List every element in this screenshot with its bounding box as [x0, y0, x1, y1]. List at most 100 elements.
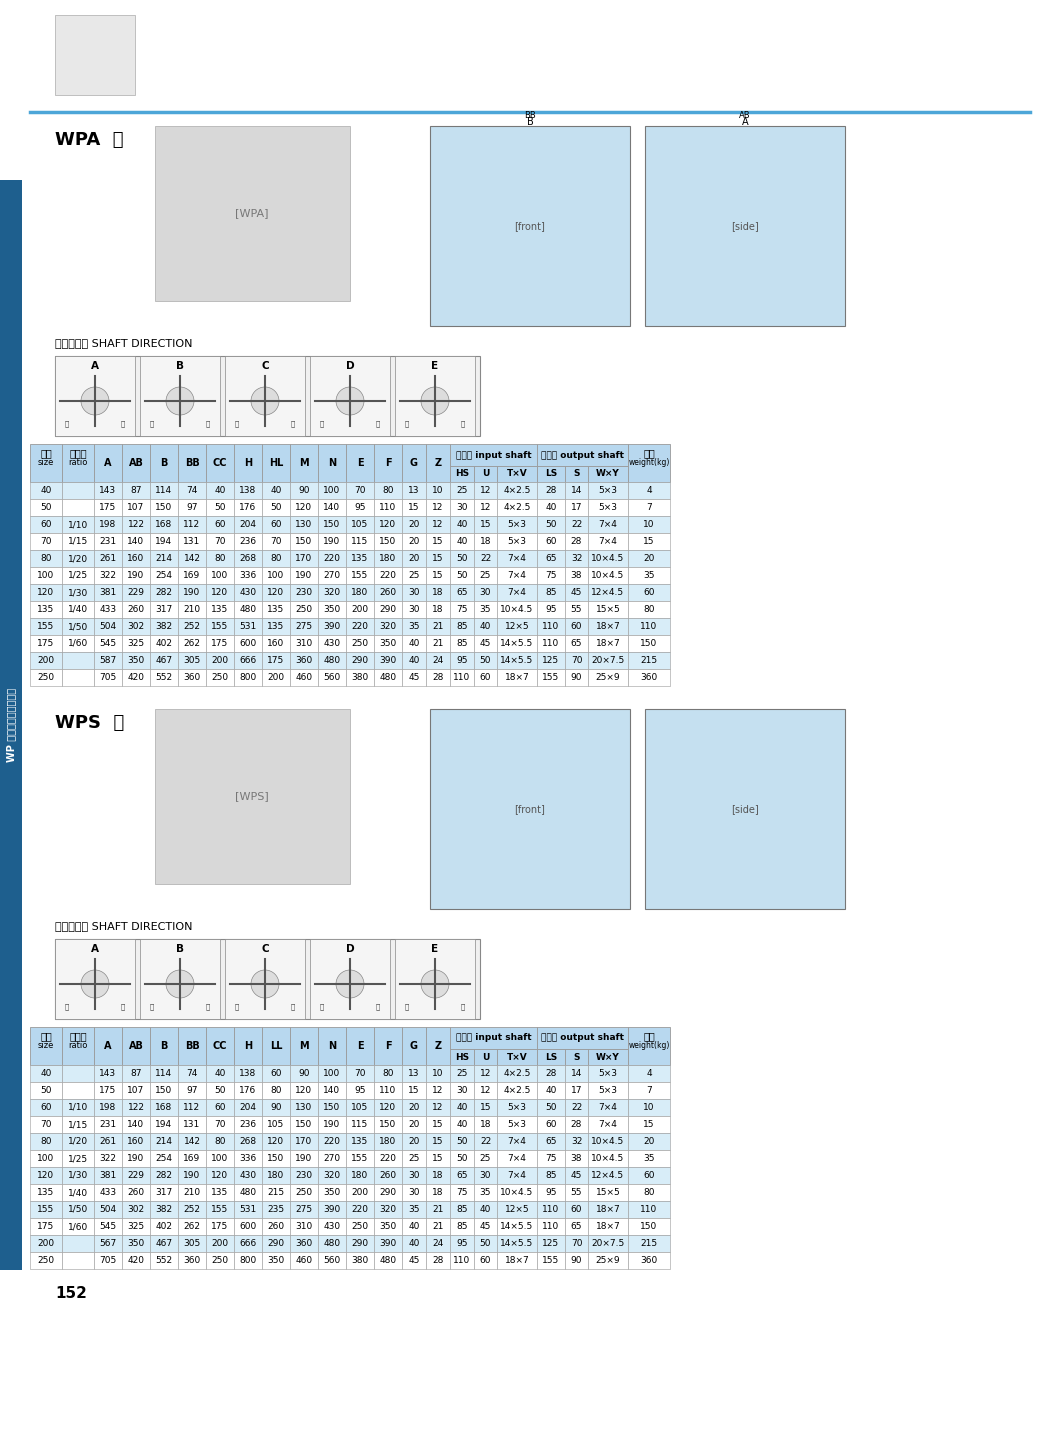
Bar [151, 1167, 178, 1183]
Text: 290: 290 [379, 1188, 396, 1196]
Bar [450, 601, 474, 619]
Bar [474, 1048, 497, 1064]
Bar [374, 1201, 402, 1218]
Bar [537, 1183, 565, 1201]
Bar [346, 635, 374, 652]
Bar [94, 533, 122, 550]
Text: 24: 24 [432, 656, 444, 665]
Bar [290, 601, 318, 619]
Bar [450, 669, 474, 685]
Text: 97: 97 [187, 502, 198, 513]
Text: E: E [431, 362, 439, 372]
Bar [474, 515, 497, 533]
Text: 60: 60 [643, 588, 655, 597]
Bar [30, 601, 61, 619]
Bar [426, 1082, 450, 1099]
Text: 14×5.5: 14×5.5 [500, 656, 533, 665]
Text: 275: 275 [296, 621, 313, 632]
Bar [497, 1252, 537, 1269]
Text: 70: 70 [214, 537, 226, 546]
Text: 110: 110 [640, 621, 657, 632]
Bar [151, 584, 178, 601]
Bar [537, 550, 565, 566]
Text: 360: 360 [183, 672, 200, 682]
Text: 350: 350 [379, 639, 396, 648]
Bar [178, 1167, 206, 1183]
Text: 231: 231 [100, 537, 117, 546]
Text: 12: 12 [480, 1086, 491, 1095]
Bar [497, 1064, 537, 1082]
Bar [318, 1167, 346, 1183]
Text: 95: 95 [545, 1188, 556, 1196]
Text: M: M [299, 457, 308, 468]
Text: 15: 15 [480, 1104, 491, 1112]
Text: 531: 531 [240, 621, 257, 632]
Bar [290, 1027, 318, 1064]
Text: 180: 180 [267, 1170, 285, 1180]
Text: 70: 70 [354, 1069, 366, 1077]
Text: 10: 10 [432, 1069, 444, 1077]
Text: 380: 380 [351, 672, 369, 682]
Bar [565, 1117, 588, 1133]
Bar [474, 1133, 497, 1150]
Text: 120: 120 [211, 1170, 229, 1180]
Text: 350: 350 [323, 605, 340, 614]
Text: 80: 80 [643, 605, 655, 614]
Bar [426, 1252, 450, 1269]
Bar [628, 482, 670, 499]
Bar [318, 635, 346, 652]
Bar [426, 515, 450, 533]
Text: 90: 90 [298, 1069, 310, 1077]
Text: H: H [244, 457, 252, 468]
Bar [474, 499, 497, 515]
Bar [374, 1117, 402, 1133]
Bar [178, 1133, 206, 1150]
Text: 80: 80 [270, 1086, 282, 1095]
Text: 30: 30 [480, 588, 491, 597]
Bar [94, 601, 122, 619]
Bar [497, 482, 537, 499]
Bar [426, 635, 450, 652]
Bar [426, 482, 450, 499]
Bar [290, 584, 318, 601]
Text: 35: 35 [408, 621, 420, 632]
Text: 80: 80 [383, 1069, 393, 1077]
Bar [426, 444, 450, 482]
Text: 261: 261 [100, 1137, 117, 1146]
Bar [402, 1252, 426, 1269]
Bar [402, 635, 426, 652]
Text: CC: CC [213, 457, 227, 468]
Bar [206, 1201, 234, 1218]
Text: 28: 28 [545, 1069, 556, 1077]
Bar [450, 1117, 474, 1133]
Bar [122, 1236, 151, 1252]
Circle shape [336, 388, 364, 415]
Bar [262, 1082, 290, 1099]
Bar [565, 619, 588, 635]
Text: 40: 40 [408, 1223, 420, 1231]
Bar [290, 1218, 318, 1236]
Bar [122, 515, 151, 533]
Text: 35: 35 [643, 571, 655, 579]
Text: 190: 190 [127, 1154, 144, 1163]
Text: 402: 402 [156, 639, 173, 648]
Text: 120: 120 [296, 502, 313, 513]
Text: 40: 40 [456, 1119, 467, 1130]
Text: 115: 115 [351, 537, 369, 546]
Text: 100: 100 [323, 486, 340, 495]
Bar [402, 1133, 426, 1150]
Bar [61, 1236, 94, 1252]
Bar [290, 652, 318, 669]
Text: 1/30: 1/30 [68, 588, 88, 597]
Bar [346, 1082, 374, 1099]
Text: 110: 110 [379, 502, 396, 513]
Bar [234, 1167, 262, 1183]
Bar [140, 356, 220, 436]
Text: 260: 260 [379, 588, 396, 597]
Bar [474, 533, 497, 550]
Bar [290, 1183, 318, 1201]
Bar [402, 444, 426, 482]
Bar [426, 1117, 450, 1133]
Text: 18: 18 [480, 537, 491, 546]
Bar [234, 619, 262, 635]
